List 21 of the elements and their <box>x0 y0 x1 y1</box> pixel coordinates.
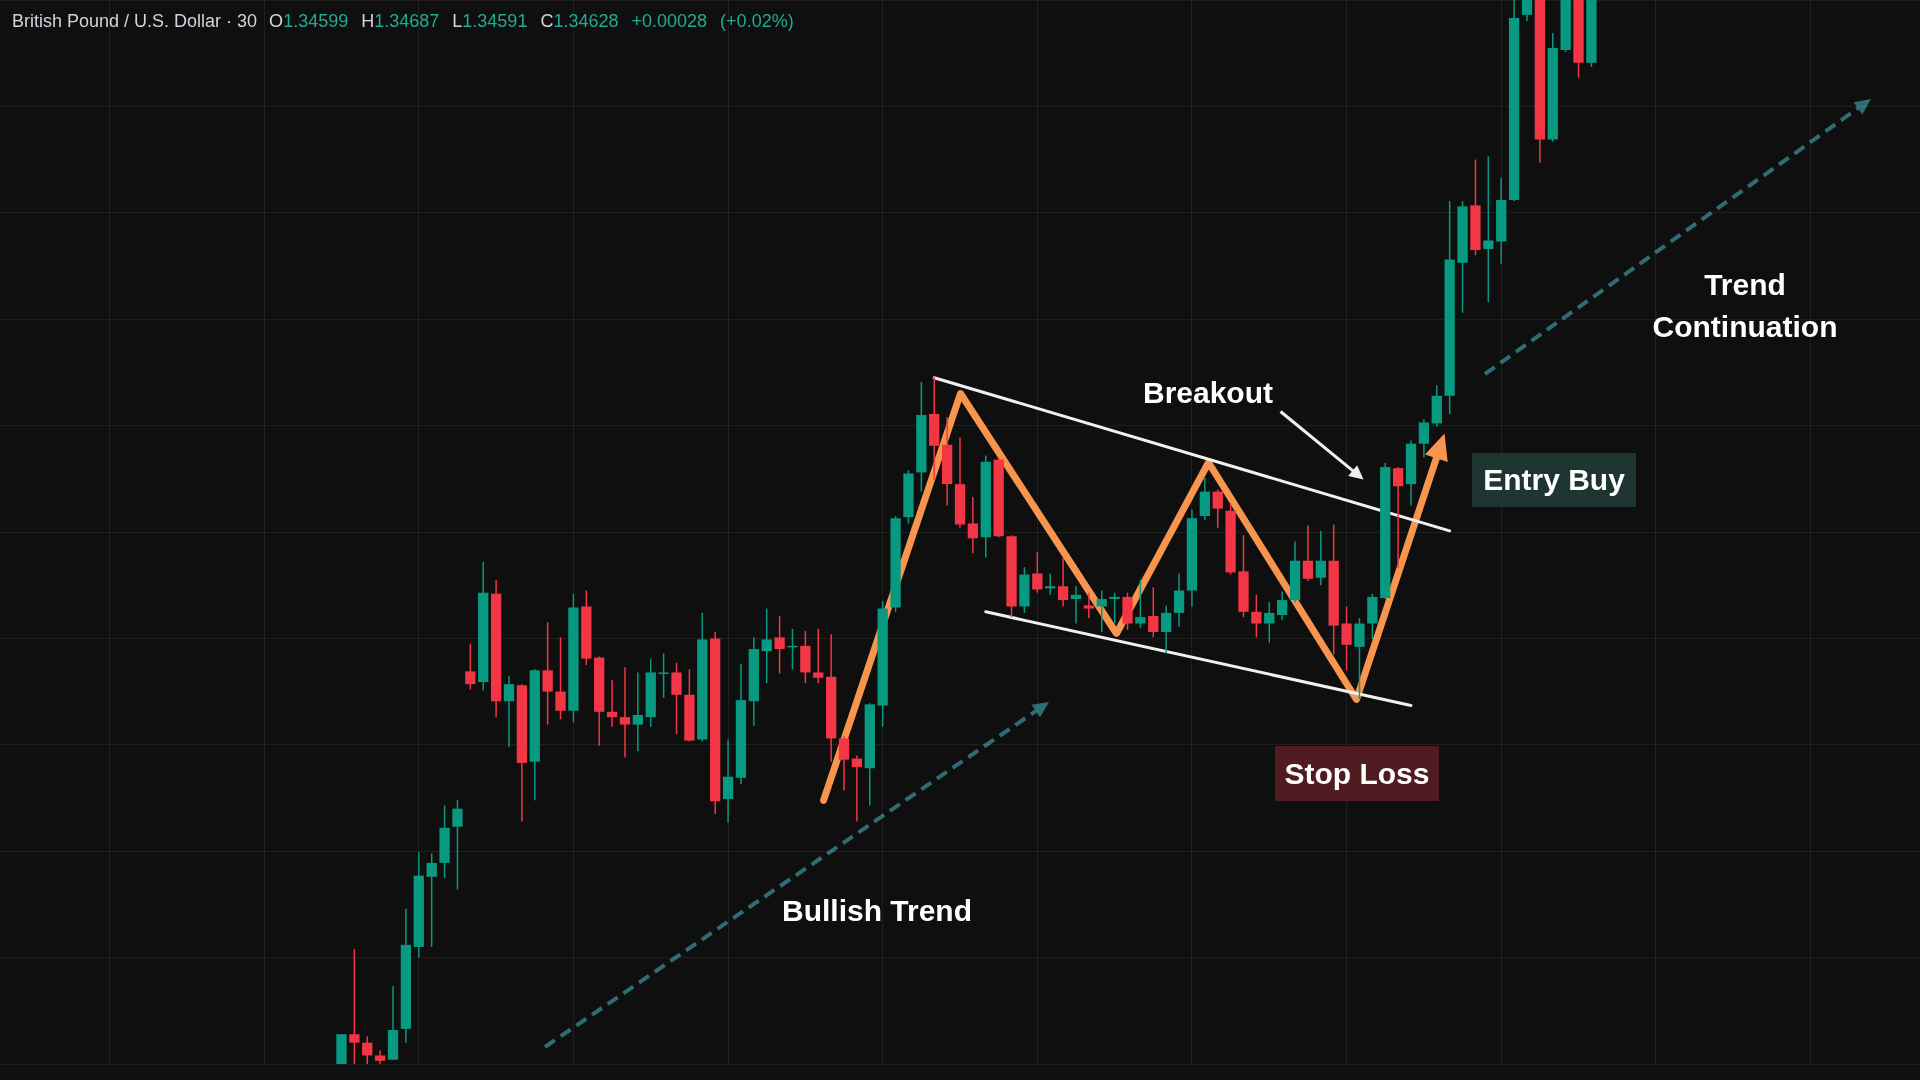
candlestick <box>1083 592 1095 619</box>
candlestick <box>632 672 644 752</box>
text: O1.34599 H1.34687 L1.34591 C1.34628 +0.00028 (+0.02%) <box>269 11 794 31</box>
annotation: Breakout <box>1142 375 1274 411</box>
candlestick <box>1045 573 1056 595</box>
candlestick <box>1057 557 1069 607</box>
candlestick <box>1315 530 1326 586</box>
candlestick <box>851 755 863 822</box>
candlestick <box>1392 467 1404 569</box>
candlestick <box>967 496 979 554</box>
candlestick <box>606 679 618 727</box>
candlestick <box>1070 586 1082 624</box>
candlestick <box>503 675 515 747</box>
candlestick <box>619 667 631 758</box>
candlestick <box>722 739 734 823</box>
annotation: Entry Buy <box>1472 453 1636 507</box>
candlestick <box>929 376 940 480</box>
annotation: Trend Continuation <box>1651 267 1839 345</box>
text: British Pound / U.S. Dollar · 30 <box>12 11 258 31</box>
annotation: Stop Loss <box>1275 746 1439 801</box>
annotation: Bullish Trend <box>781 893 973 929</box>
